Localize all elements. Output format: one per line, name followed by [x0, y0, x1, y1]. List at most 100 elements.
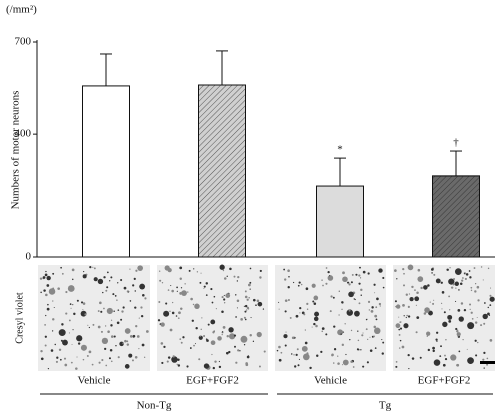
- micrograph-speckle: [311, 326, 313, 328]
- micrograph-speckle: [222, 269, 225, 272]
- micrograph-speckle: [40, 349, 43, 353]
- micrograph-speckle: [48, 288, 56, 295]
- micrograph-speckle: [262, 308, 265, 310]
- micrograph-speckle: [92, 266, 94, 268]
- micrograph-speckle: [331, 353, 334, 357]
- micrograph-speckle: [122, 306, 125, 309]
- micrograph-speckle: [483, 302, 486, 304]
- micrograph-speckle: [321, 330, 324, 333]
- y-axis-label: Numbers of motor neurons: [10, 91, 22, 210]
- micrograph-speckle: [47, 367, 50, 370]
- micrograph-speckle: [297, 364, 300, 367]
- micrograph-speckle: [435, 278, 441, 284]
- micrograph-speckle: [376, 329, 379, 333]
- micrograph-speckle: [433, 359, 441, 366]
- micrograph-speckle: [338, 314, 340, 316]
- micrograph-speckle: [107, 330, 110, 333]
- micrograph-speckle: [417, 276, 424, 282]
- micrograph-speckle: [455, 327, 458, 331]
- micrograph-speckle: [210, 319, 216, 325]
- micrograph-speckle: [276, 349, 279, 352]
- annotation: †: [453, 137, 459, 149]
- micrograph-speckle: [134, 290, 136, 292]
- micrograph-speckle: [246, 298, 249, 301]
- micrograph-speckle: [378, 302, 382, 306]
- micrograph-speckle: [403, 323, 409, 329]
- micrograph-speckle: [58, 348, 62, 352]
- micrograph-speckle: [288, 275, 290, 278]
- micrograph-speckle: [201, 317, 203, 319]
- micrograph-speckle: [454, 268, 462, 275]
- micrograph-speckle: [470, 311, 473, 314]
- micrograph-speckle: [313, 316, 319, 322]
- micrograph-speckle: [362, 270, 366, 274]
- micrograph-speckle: [474, 339, 477, 342]
- micrograph-speckle: [160, 342, 164, 345]
- micrograph-speckle: [97, 278, 104, 285]
- micrograph-speckle: [188, 269, 191, 272]
- micrograph-speckle: [462, 338, 464, 341]
- micrograph-speckle: [458, 316, 464, 322]
- micrograph-speckle: [305, 287, 309, 291]
- micrograph-speckle: [342, 271, 345, 275]
- micrograph-speckle: [45, 293, 48, 297]
- micrograph-speckle: [278, 345, 281, 349]
- micrograph-speckle: [45, 270, 47, 273]
- micrograph-speckle: [89, 266, 92, 269]
- micrograph-speckle: [196, 271, 199, 273]
- micrograph-speckle: [283, 334, 288, 339]
- micrograph-speckle: [76, 356, 78, 358]
- micrograph-speckle: [225, 351, 229, 355]
- micrograph-speckle: [109, 348, 113, 352]
- micrograph-speckle: [321, 327, 325, 330]
- micrograph-speckle: [161, 282, 164, 284]
- micrograph-speckle: [60, 339, 63, 342]
- micrograph-speckle: [44, 324, 46, 326]
- micrograph-speckle: [180, 287, 183, 289]
- micrograph-speckle: [54, 343, 56, 346]
- micrograph-speckle: [137, 265, 143, 271]
- micrograph-speckle: [327, 275, 334, 281]
- micrograph-speckle: [399, 339, 402, 342]
- micrograph-speckle: [68, 319, 71, 322]
- micrograph-speckle: [93, 267, 96, 270]
- micrograph-speckle: [46, 307, 50, 311]
- micrograph-speckle: [169, 310, 171, 313]
- micrograph-speckle: [82, 274, 87, 279]
- micrograph-speckle: [171, 311, 175, 315]
- micrograph-speckle: [71, 268, 75, 272]
- micrograph-speckle: [179, 277, 182, 281]
- micrograph-speckle: [356, 348, 359, 351]
- micrograph-speckle: [407, 353, 410, 357]
- micrograph-speckle: [419, 356, 422, 359]
- micrograph-speckle: [448, 278, 455, 285]
- micrograph-speckle: [295, 353, 298, 356]
- micrograph-speckle: [44, 344, 47, 347]
- micrograph-speckle: [171, 301, 174, 304]
- micrograph-speckle: [306, 308, 309, 310]
- micrograph-speckle: [399, 321, 402, 323]
- micrograph-speckle: [448, 295, 451, 298]
- micrograph-speckle: [398, 316, 400, 318]
- micrograph-speckle: [352, 366, 355, 368]
- micrograph-speckle: [309, 366, 312, 370]
- micrograph-speckle: [166, 360, 169, 363]
- micrograph-speckle: [368, 309, 371, 311]
- micrograph-speckle: [482, 358, 485, 361]
- micrograph-speckle: [475, 354, 478, 357]
- micrograph-speckle: [73, 312, 76, 316]
- micrograph-speckle: [176, 290, 178, 292]
- micrograph-speckle: [243, 344, 246, 346]
- micrograph-speckle: [278, 308, 280, 310]
- micrograph-speckle: [325, 282, 328, 285]
- micrograph-speckle: [471, 317, 474, 320]
- micrograph-speckle: [199, 335, 202, 337]
- micrograph-speckle: [113, 335, 116, 338]
- micrograph-speckle: [415, 304, 417, 306]
- micrograph-speckle: [117, 356, 120, 359]
- micrograph-speckle: [163, 345, 166, 349]
- micrograph-speckle: [450, 286, 454, 289]
- micrograph-speckle: [259, 269, 262, 273]
- micrograph-speckle: [455, 300, 457, 302]
- micrograph-speckle: [106, 286, 109, 289]
